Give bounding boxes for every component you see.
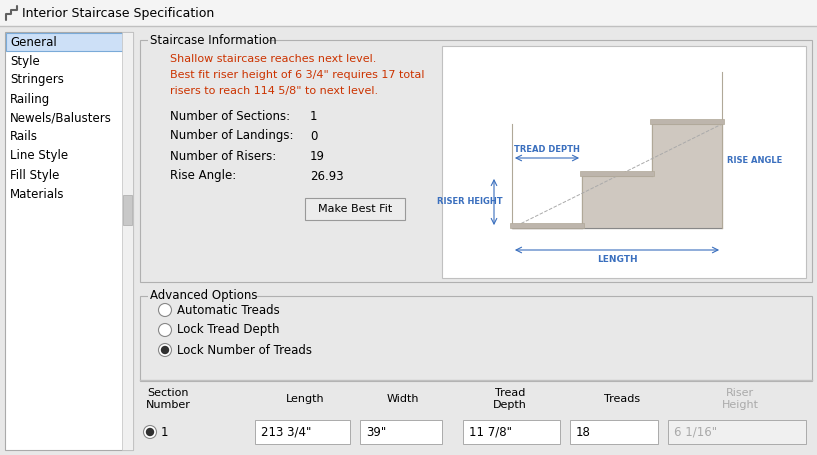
Text: Riser: Riser [726,388,754,398]
Circle shape [158,344,172,357]
Bar [140,40,812,282]
Text: Treads: Treads [604,394,640,404]
Text: Width: Width [386,394,419,404]
Text: Number of Sections:: Number of Sections: [170,110,290,122]
Text: Automatic Treads: Automatic Treads [177,303,279,317]
Bar [5,32,133,450]
Text: Style: Style [10,55,40,67]
Bar [570,420,658,444]
Bar [650,119,724,124]
Bar [580,171,654,176]
Text: Height: Height [721,400,758,410]
Text: Rails: Rails [10,131,38,143]
Bar [442,46,806,278]
Circle shape [158,324,172,337]
Text: Lock Tread Depth: Lock Tread Depth [177,324,279,337]
Text: 11 7/8": 11 7/8" [469,425,512,439]
Text: Interior Staircase Specification: Interior Staircase Specification [22,6,214,20]
Text: Materials: Materials [10,187,65,201]
Text: 213 3/4": 213 3/4" [261,425,311,439]
Polygon shape [512,124,722,228]
Bar [255,420,350,444]
Bar [148,288,256,304]
Text: Staircase Information: Staircase Information [150,34,277,46]
Text: 6 1/16": 6 1/16" [674,425,717,439]
Text: RISER HEIGHT: RISER HEIGHT [437,197,502,207]
Circle shape [162,347,168,354]
Text: Railing: Railing [10,92,51,106]
Text: Section: Section [147,388,189,398]
Text: Fill Style: Fill Style [10,168,60,182]
Circle shape [144,425,157,439]
Text: General: General [10,35,56,49]
Bar [123,195,132,225]
Bar [510,223,584,228]
Text: 18: 18 [576,425,591,439]
Text: Best fit riser height of 6 3/4" requires 17 total: Best fit riser height of 6 3/4" requires… [170,70,425,80]
Text: Length: Length [286,394,324,404]
Bar [148,32,268,48]
Text: Newels/Balusters: Newels/Balusters [10,111,112,125]
Bar [305,198,405,220]
Text: Rise Angle:: Rise Angle: [170,170,236,182]
Text: Number of Risers:: Number of Risers: [170,150,276,162]
Bar [360,420,442,444]
Bar [6,33,132,51]
Text: 0: 0 [310,130,317,142]
Bar [140,296,812,381]
Circle shape [146,429,154,435]
Text: 39": 39" [366,425,386,439]
Text: Shallow staircase reaches next level.: Shallow staircase reaches next level. [170,54,377,64]
Text: Depth: Depth [493,400,527,410]
Bar [122,32,133,450]
Bar [0,0,817,26]
Text: risers to reach 114 5/8" to next level.: risers to reach 114 5/8" to next level. [170,86,378,96]
Text: Advanced Options: Advanced Options [150,289,257,303]
Text: Lock Number of Treads: Lock Number of Treads [177,344,312,357]
Text: Stringers: Stringers [10,74,64,86]
Bar [668,420,806,444]
Text: 1: 1 [161,425,168,439]
Text: Line Style: Line Style [10,150,68,162]
Text: 26.93: 26.93 [310,170,344,182]
Text: 19: 19 [310,150,325,162]
Text: 1: 1 [310,110,318,122]
Text: TREAD DEPTH: TREAD DEPTH [514,146,580,155]
Text: LENGTH: LENGTH [596,256,637,264]
Text: Number of Landings:: Number of Landings: [170,130,293,142]
Text: Make Best Fit: Make Best Fit [318,204,392,214]
Text: Tread: Tread [495,388,525,398]
Text: RISE ANGLE: RISE ANGLE [727,156,782,165]
Bar [463,420,560,444]
Text: Number: Number [145,400,190,410]
Circle shape [158,303,172,317]
